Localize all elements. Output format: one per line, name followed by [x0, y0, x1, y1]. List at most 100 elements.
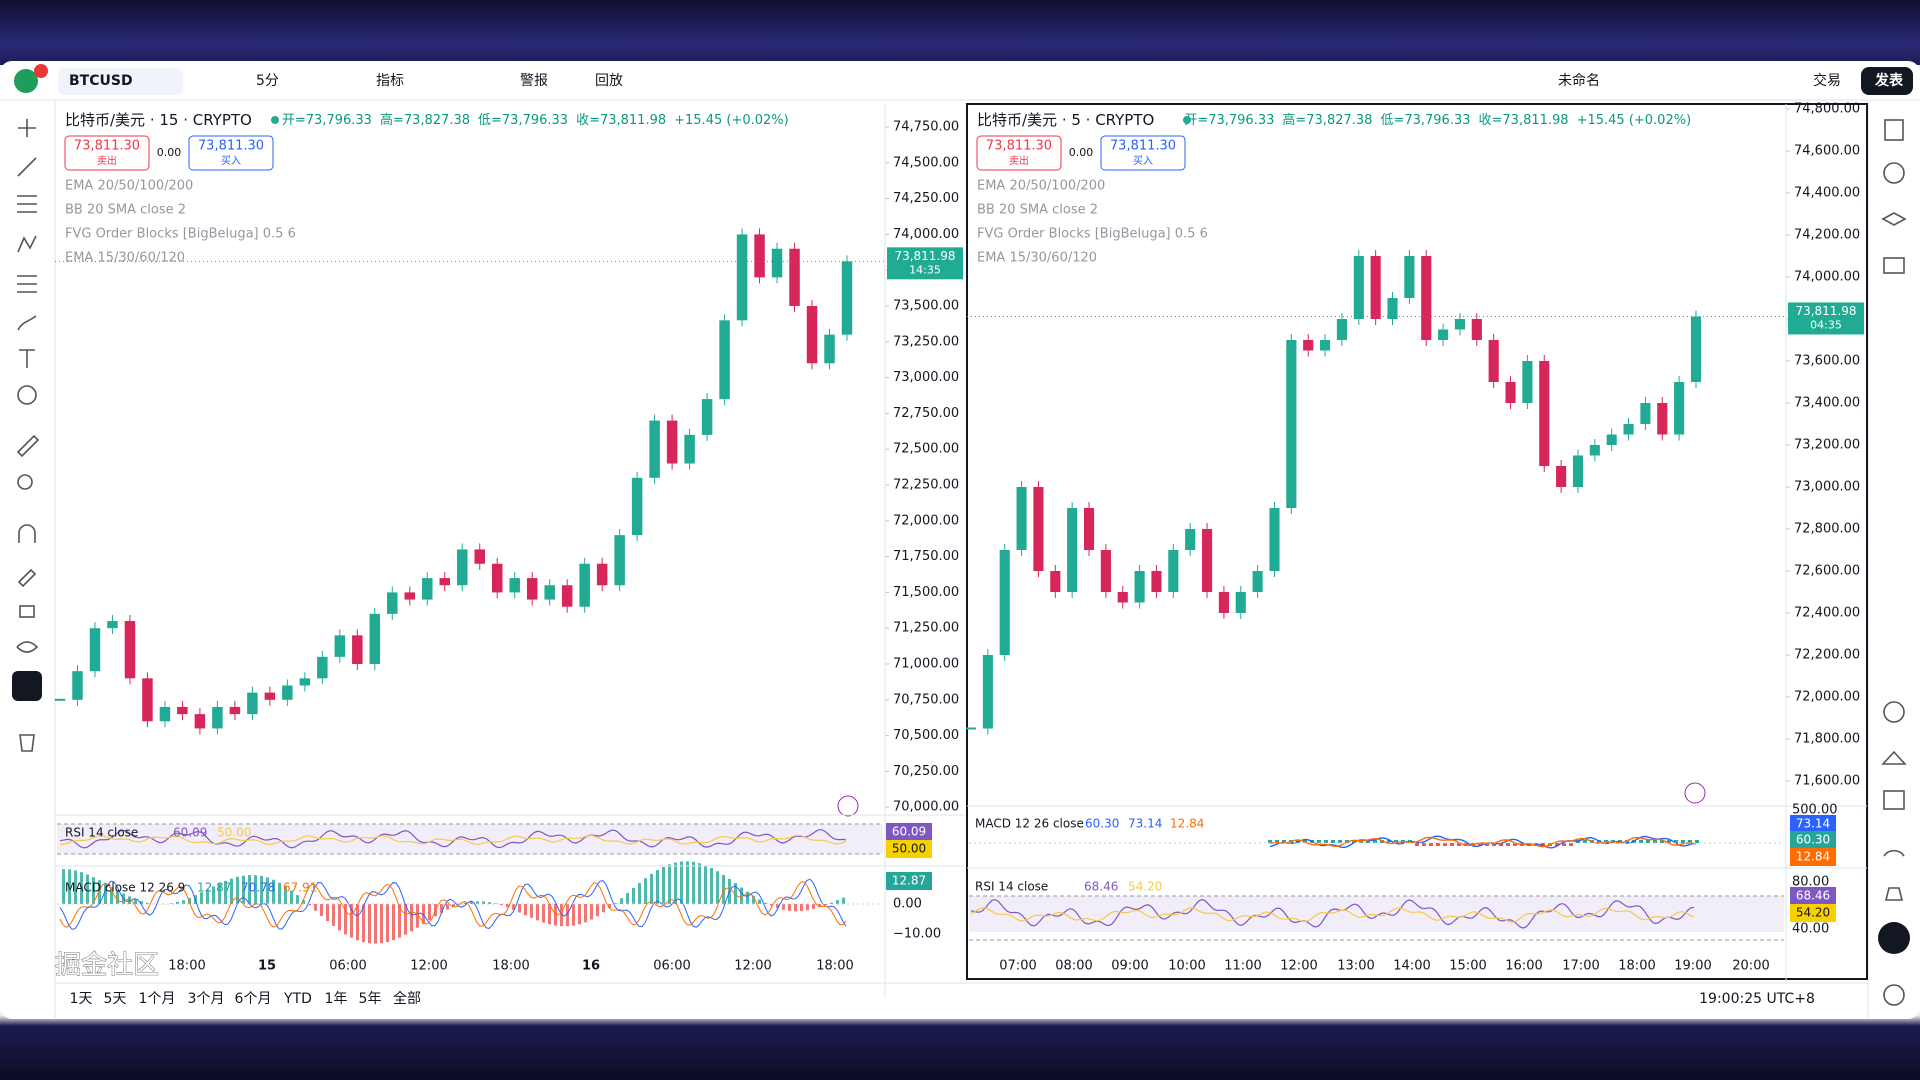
- forecast-tool[interactable]: [17, 275, 37, 293]
- macd-histogram-bar: [368, 904, 371, 944]
- range-button[interactable]: 全部: [393, 990, 421, 1007]
- ideas-icon[interactable]: [1881, 750, 1907, 765]
- ruler-tool[interactable]: [16, 434, 40, 458]
- range-button[interactable]: 1个月: [139, 991, 176, 1007]
- macd-histogram-bar: [830, 902, 833, 904]
- target-icon[interactable]: [1883, 701, 1905, 723]
- calendar-icon[interactable]: [1883, 790, 1905, 810]
- range-button[interactable]: 6个月: [235, 991, 272, 1007]
- symbol-box[interactable]: [58, 68, 183, 95]
- indicator-line: [59, 878, 847, 930]
- macd-histogram-bar: [128, 896, 131, 904]
- price-tick-label: 70,500.00: [893, 728, 959, 743]
- candle: [1421, 256, 1432, 340]
- candle: [177, 706, 188, 715]
- rsi-ma-value: 54.20: [1128, 880, 1162, 894]
- candle: [1674, 382, 1685, 435]
- toolbar-trade[interactable]: 交易: [1813, 72, 1841, 89]
- macd-value: 60.30: [1085, 817, 1119, 831]
- macd-histogram-bar: [1394, 840, 1398, 843]
- right-tools: [1881, 119, 1907, 1006]
- time-label: 20:00: [1732, 959, 1769, 974]
- bell-icon[interactable]: [1884, 887, 1904, 901]
- lock-tool[interactable]: [19, 605, 35, 618]
- macd-histogram-bar: [1674, 840, 1678, 843]
- sell-button[interactable]: [976, 135, 1062, 171]
- candle: [1016, 487, 1027, 550]
- macd-histogram-bar: [170, 903, 173, 904]
- replay-bolt[interactable]: [1684, 782, 1706, 804]
- sell-price: 73,811.30: [986, 139, 1052, 154]
- emoji-tool[interactable]: [17, 385, 37, 405]
- macd-histogram-bar: [1688, 840, 1692, 843]
- macd-histogram-bar: [224, 880, 227, 904]
- link-tool-active[interactable]: [12, 671, 42, 701]
- replay-bolt[interactable]: [837, 795, 859, 817]
- brush-tool[interactable]: [17, 315, 37, 331]
- macd-histogram-bar: [1695, 840, 1699, 843]
- toolbar-replay[interactable]: 回放: [595, 73, 623, 89]
- candle: [124, 621, 136, 679]
- line-tool[interactable]: [17, 157, 37, 177]
- macd-histogram-bar: [380, 904, 383, 944]
- range-button[interactable]: 5天: [104, 991, 127, 1007]
- macd-histogram-bar: [482, 901, 485, 904]
- toolbar-indicators[interactable]: 指标: [376, 73, 404, 89]
- range-button[interactable]: 1天: [70, 991, 93, 1007]
- macd-histogram-bar: [836, 900, 839, 904]
- macd-histogram-bar: [602, 904, 605, 913]
- buy-button[interactable]: [1100, 135, 1186, 171]
- macd-histogram-bar: [1366, 840, 1370, 843]
- pattern-tool[interactable]: [17, 235, 37, 253]
- macd-histogram-bar: [254, 875, 257, 904]
- trash-tool[interactable]: [19, 734, 35, 752]
- range-button[interactable]: 5年: [359, 991, 382, 1007]
- macd-histogram-bar: [842, 897, 845, 904]
- price-tick-label: 74,800.00: [1794, 102, 1860, 117]
- toolbar-alerts[interactable]: 警报: [520, 73, 548, 89]
- macd-histogram-bar: [1660, 840, 1664, 843]
- chat-icon[interactable]: [1883, 257, 1905, 274]
- publish-button[interactable]: [1861, 67, 1913, 95]
- live-dot: [1183, 116, 1191, 124]
- watchlist-icon[interactable]: [1884, 119, 1904, 141]
- sell-button[interactable]: [64, 135, 150, 171]
- time-label: 16: [582, 959, 600, 974]
- layers-icon[interactable]: [1881, 212, 1907, 226]
- macd-histogram-bar: [1555, 843, 1559, 846]
- buy-button[interactable]: [188, 135, 274, 171]
- visibility-tool[interactable]: [16, 641, 39, 653]
- macd-histogram-bar: [446, 904, 449, 910]
- macd-histogram-bar: [308, 904, 311, 906]
- open-value: 开=73,796.33: [282, 113, 372, 128]
- macd-histogram-bar: [806, 904, 809, 911]
- toolbar-publish[interactable]: 发表: [1874, 72, 1904, 89]
- fib-tool[interactable]: [17, 195, 37, 213]
- candle: [194, 714, 206, 729]
- range-button[interactable]: 3个月: [188, 991, 225, 1007]
- macd-histogram-bar: [560, 904, 563, 927]
- zoom-tool[interactable]: [17, 474, 33, 490]
- stream-icon[interactable]: [1883, 849, 1905, 857]
- range-button[interactable]: 1年: [325, 991, 348, 1007]
- alerts-icon[interactable]: [1883, 162, 1905, 184]
- toolbar-interval[interactable]: 5分: [256, 73, 279, 89]
- range-button[interactable]: YTD: [283, 991, 312, 1007]
- candle: [439, 578, 451, 586]
- text-tool[interactable]: [19, 349, 35, 368]
- crosshair-tool[interactable]: [18, 119, 36, 137]
- avatar[interactable]: [14, 69, 38, 93]
- pencil-lock-tool[interactable]: [17, 568, 37, 588]
- change-value: +15.45 (+0.02%): [674, 113, 789, 128]
- toolbar-symbol[interactable]: BTCUSD: [69, 73, 133, 89]
- apps-button[interactable]: [1878, 922, 1910, 954]
- candle: [1387, 298, 1398, 319]
- help-icon[interactable]: [1883, 984, 1905, 1006]
- toolbar-layout_name[interactable]: 未命名: [1558, 72, 1600, 89]
- magnet-tool[interactable]: [18, 524, 36, 543]
- indicator-line: [59, 834, 847, 846]
- candle: [1606, 434, 1617, 445]
- macd-histogram-bar: [1331, 840, 1335, 843]
- rsi-tag: 60.09: [892, 825, 926, 839]
- price-tick-label: 71,600.00: [1794, 774, 1860, 789]
